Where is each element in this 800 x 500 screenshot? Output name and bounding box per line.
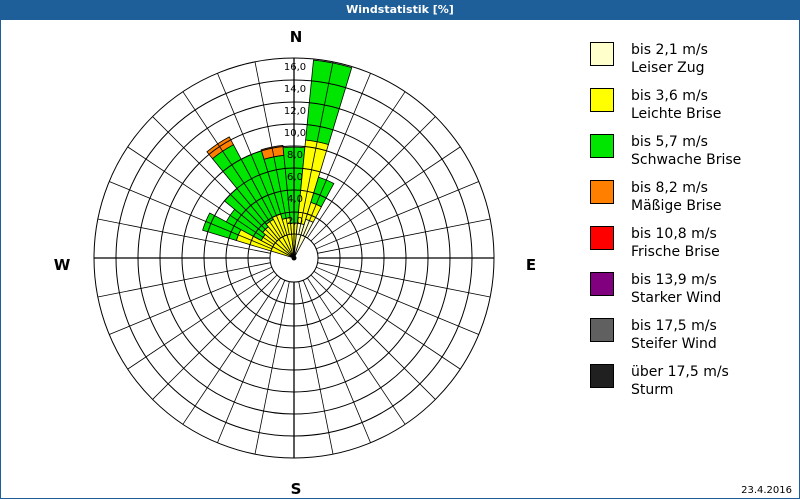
radial-tick-labels: 2,0 4,0 6,0 8,0 10,0 12,0 14,0 16,0 [284,62,306,227]
legend-name: Leiser Zug [631,60,705,76]
radial-tick-label: 10,0 [284,128,306,139]
legend-swatch [590,226,614,250]
wind-rose-chart: 2,0 4,0 6,0 8,0 10,0 12,0 14,0 16,0 [93,57,495,459]
legend-name: Sturm [631,382,674,398]
radial-tick-label: 4,0 [287,194,303,205]
legend-range: bis 2,1 m/s [631,42,708,58]
legend-name: Leichte Brise [631,106,722,122]
radial-tick-label: 8,0 [287,150,303,161]
radial-tick-label: 6,0 [287,172,303,183]
radial-tick-label: 12,0 [284,106,306,117]
legend-swatch [590,180,614,204]
radial-tick-label: 2,0 [287,216,303,227]
legend-name: Mäßige Brise [631,198,722,214]
legend-range: bis 10,8 m/s [631,226,717,242]
window-title: Windstatistik [%] [0,0,800,20]
polar-grid [93,57,495,459]
wind-bar-segment [305,59,353,146]
compass-east-label: E [525,256,537,274]
legend-name: Schwache Brise [631,152,742,168]
radial-tick-label: 14,0 [284,84,306,95]
legend-range: über 17,5 m/s [631,364,729,380]
legend-name: Starker Wind [631,290,722,306]
legend-range: bis 17,5 m/s [631,318,717,334]
legend-swatch [590,364,614,388]
legend-range: bis 8,2 m/s [631,180,708,196]
legend-swatch [590,318,614,342]
legend-range: bis 13,9 m/s [631,272,717,288]
radial-tick-label: 16,0 [284,62,306,73]
compass-west-label: W [53,256,71,274]
compass-south-label: S [290,480,302,498]
date-stamp: 23.4.2016 [741,485,792,496]
legend-swatch [590,88,614,112]
legend-name: Frische Brise [631,244,720,260]
legend-range: bis 5,7 m/s [631,134,708,150]
compass-north-label: N [289,28,303,46]
legend-swatch [590,134,614,158]
legend-range: bis 3,6 m/s [631,88,708,104]
legend-name: Steifer Wind [631,336,717,352]
legend-swatch [590,42,614,66]
wind-bar-segment [310,176,335,208]
legend-swatch [590,272,614,296]
